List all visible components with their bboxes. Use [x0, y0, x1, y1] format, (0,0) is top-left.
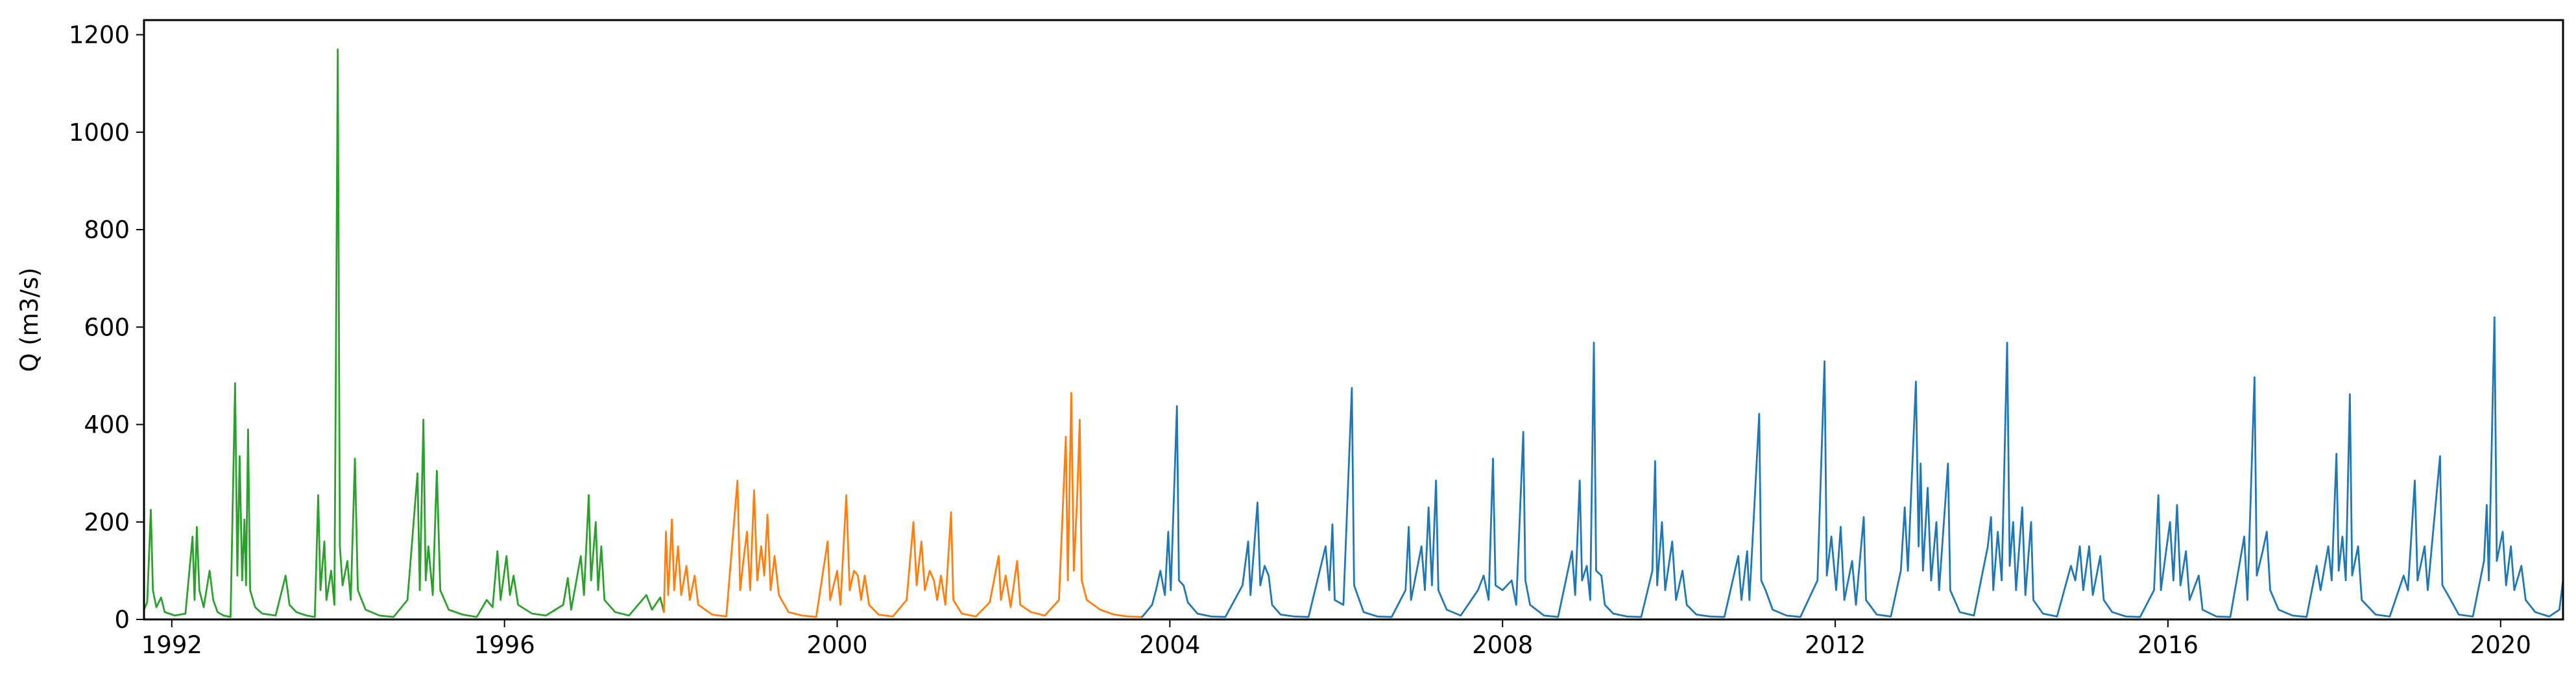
series-layer: [143, 48, 2564, 618]
x-tick-label: 2004: [1139, 631, 1200, 659]
y-tick-label: 200: [84, 509, 130, 536]
plot-frame: [143, 19, 2564, 621]
x-tick-label: 2020: [2470, 631, 2531, 659]
y-tick-label: 1000: [69, 119, 130, 147]
y-axis: 0 200 400 600 800 1000 1200: [69, 21, 144, 634]
series-line-1: [143, 48, 665, 618]
y-tick-label: 800: [84, 216, 130, 244]
x-tick-label: 1992: [141, 631, 202, 659]
x-tick-label: 2008: [1472, 631, 1533, 659]
y-axis-label: Q (m3/s): [16, 267, 43, 372]
x-tick-label: 2012: [1805, 631, 1866, 659]
x-tick-label: 2000: [806, 631, 867, 659]
x-axis: 1992 1996 2000 2004 2008 2012 2016 2020: [141, 619, 2531, 659]
series-line-2: [663, 392, 1143, 618]
y-tick-label: 1200: [69, 21, 130, 49]
y-tick-label: 400: [84, 411, 130, 439]
x-tick-label: 1996: [474, 631, 535, 659]
series-line-3: [1141, 316, 2564, 618]
y-tick-label: 0: [114, 606, 130, 634]
x-tick-label: 2016: [2137, 631, 2198, 659]
y-tick-label: 600: [84, 313, 130, 341]
